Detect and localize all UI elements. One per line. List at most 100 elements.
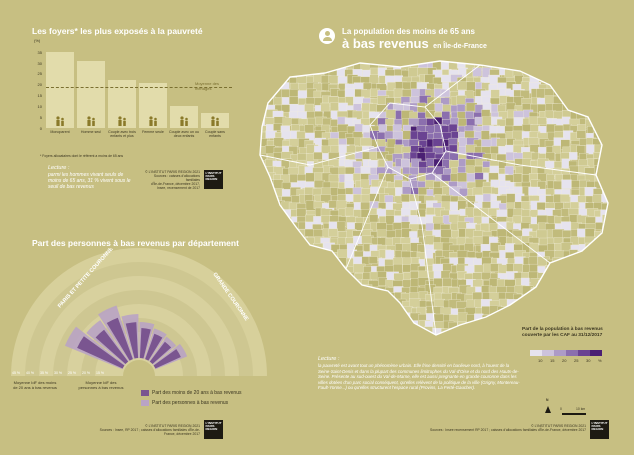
commune <box>448 144 458 153</box>
commune <box>496 209 509 218</box>
commune <box>337 76 349 85</box>
commune <box>265 298 276 307</box>
commune <box>600 61 608 69</box>
commune <box>280 237 291 246</box>
commune <box>281 313 291 322</box>
commune <box>304 103 314 113</box>
radial-bar-under20 <box>77 336 125 369</box>
legend-color-swatch <box>590 350 602 356</box>
commune <box>376 299 386 308</box>
commune <box>371 292 381 302</box>
commune <box>546 68 558 78</box>
commune <box>601 102 608 111</box>
commune <box>600 116 608 126</box>
commune <box>275 223 288 235</box>
commune <box>568 89 578 100</box>
commune <box>585 250 596 260</box>
commune <box>409 298 421 308</box>
commune <box>618 286 626 296</box>
commune <box>321 299 332 309</box>
commune <box>560 81 573 90</box>
commune <box>561 312 572 324</box>
commune <box>554 308 565 320</box>
commune <box>600 285 608 294</box>
commune <box>299 299 309 311</box>
commune <box>329 259 339 269</box>
source-left-bottom: © L'INSTITUT PARIS REGION 2021 Sources :… <box>99 424 200 436</box>
commune <box>626 306 630 315</box>
commune <box>417 102 426 113</box>
commune <box>569 280 582 292</box>
commune <box>576 61 586 65</box>
commune <box>260 81 268 90</box>
commune <box>260 258 263 267</box>
avg-all: Moyenne IdF des personnes à bas revenus <box>78 380 124 390</box>
commune <box>617 329 626 340</box>
commune <box>290 313 301 323</box>
commune <box>593 82 603 93</box>
institut-logo: L'INSTITUT PARIS REGION <box>590 420 609 439</box>
commune <box>593 285 605 297</box>
commune <box>274 74 283 83</box>
commune <box>394 313 404 324</box>
commune <box>260 97 268 107</box>
commune <box>298 336 309 340</box>
commune <box>539 67 551 76</box>
commune <box>619 245 629 252</box>
commune <box>260 235 261 246</box>
commune <box>353 306 365 317</box>
commune <box>331 336 341 340</box>
commune <box>626 55 630 61</box>
commune <box>627 210 630 218</box>
commune <box>345 334 355 335</box>
commune <box>260 200 264 210</box>
commune <box>346 321 356 330</box>
commune <box>371 336 381 340</box>
commune <box>626 237 630 247</box>
commune <box>594 238 606 249</box>
commune <box>627 280 630 288</box>
commune <box>601 95 608 105</box>
commune <box>515 61 526 67</box>
commune <box>602 89 608 98</box>
commune <box>362 336 372 340</box>
y-tick-label: 30 <box>37 60 42 66</box>
commune <box>592 61 605 72</box>
map-legend-title: Part de la population à bas revenus couv… <box>522 327 603 338</box>
commune <box>538 286 548 298</box>
commune <box>609 61 618 70</box>
commune <box>585 258 596 268</box>
commune <box>488 321 501 331</box>
commune <box>260 193 261 203</box>
commune <box>562 69 574 78</box>
commune <box>586 70 597 81</box>
commune <box>587 285 598 294</box>
commune <box>579 138 588 146</box>
commune <box>610 132 618 139</box>
commune <box>260 313 267 324</box>
bar-footnote: * Foyers allocataires dont le référent a… <box>40 154 124 158</box>
commune <box>609 161 621 170</box>
commune <box>593 103 603 111</box>
commune <box>336 300 346 311</box>
commune <box>560 308 570 320</box>
legend-under20: Part des moins de 20 ans à bas revenus <box>152 390 242 396</box>
commune <box>260 102 261 112</box>
commune <box>250 154 258 164</box>
commune <box>480 320 492 331</box>
commune <box>322 263 334 273</box>
commune <box>328 158 339 167</box>
commune <box>626 320 630 328</box>
commune <box>465 329 475 335</box>
commune <box>552 285 562 294</box>
commune <box>296 76 308 85</box>
commune <box>260 75 268 86</box>
bar <box>201 112 229 128</box>
commune <box>569 306 581 315</box>
commune <box>529 293 540 303</box>
commune <box>553 279 562 291</box>
legend-tick-label: % <box>598 358 602 363</box>
commune <box>331 306 340 315</box>
commune <box>353 298 363 309</box>
commune <box>609 203 618 211</box>
